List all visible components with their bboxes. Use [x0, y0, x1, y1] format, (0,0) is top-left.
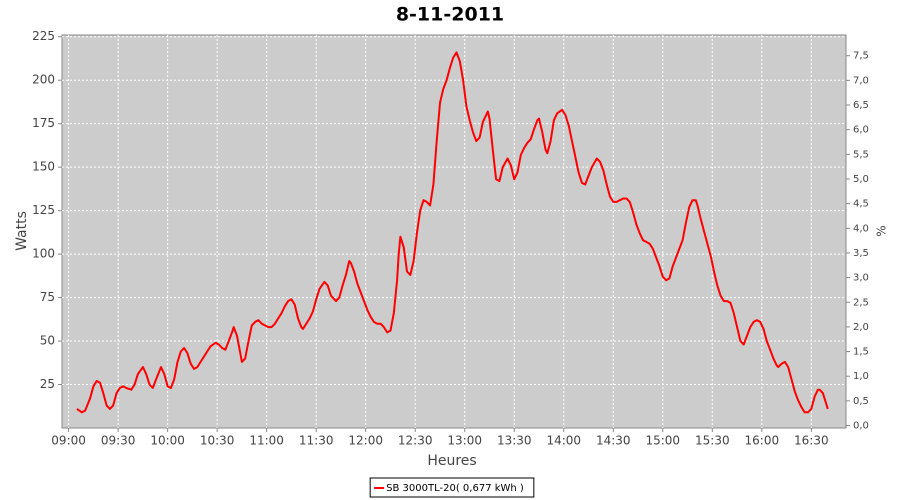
y-tick-label: 200	[32, 73, 55, 87]
x-tick-label: 15:30	[695, 434, 730, 448]
x-tick-label: 09:30	[101, 434, 136, 448]
y-tick-label: 225	[32, 29, 55, 43]
y2-tick-label: 6,5	[853, 100, 869, 111]
x-tick-label: 14:00	[546, 434, 581, 448]
x-tick-label: 16:00	[745, 434, 780, 448]
y2-axis-label: %	[875, 225, 889, 236]
legend-label: SB 3000TL-20( 0,677 kWh )	[386, 483, 524, 494]
x-tick-label: 15:00	[645, 434, 680, 448]
y-axis-label: Watts	[14, 211, 30, 251]
y-tick-label: 150	[32, 160, 55, 174]
y2-tick-label: 0,5	[853, 396, 869, 407]
legend-box	[369, 477, 535, 498]
x-axis-label: Heures	[427, 453, 476, 469]
y2-tick-label: 6,0	[853, 125, 869, 136]
y2-tick-label: 2,0	[853, 322, 869, 333]
y2-tick-label: 2,5	[853, 297, 869, 308]
x-tick-label: 16:30	[794, 434, 829, 448]
y-tick-label: 100	[32, 247, 55, 261]
x-tick-label: 09:00	[51, 434, 86, 448]
x-tick-label: 10:00	[150, 434, 185, 448]
x-tick-label: 10:30	[200, 434, 235, 448]
y2-tick-label: 5,0	[853, 174, 869, 185]
y2-tick-label: 5,5	[853, 149, 869, 160]
y2-tick-label: 4,0	[853, 223, 869, 234]
x-tick-label: 11:00	[249, 434, 284, 448]
data-line	[76, 51, 829, 414]
y-tick-label: 125	[32, 203, 55, 217]
y2-tick-label: 3,0	[853, 273, 869, 284]
y2-tick-label: 3,5	[853, 248, 869, 259]
y2-tick-label: 1,5	[853, 347, 869, 358]
x-tick-label: 13:00	[447, 434, 482, 448]
y-tick-label: 25	[40, 377, 55, 391]
x-tick-label: 13:30	[497, 434, 532, 448]
y-tick-label: 175	[32, 116, 55, 130]
x-tick-label: 14:30	[596, 434, 631, 448]
x-tick-label: 11:30	[299, 434, 334, 448]
x-tick-label: 12:00	[348, 434, 383, 448]
y2-tick-label: 1,0	[853, 371, 869, 382]
y-tick-label: 50	[40, 334, 55, 348]
y2-tick-label: 7,0	[853, 75, 869, 86]
plot-area	[61, 34, 847, 429]
x-tick-label: 12:30	[398, 434, 433, 448]
legend: SB 3000TL-20( 0,677 kWh )	[369, 477, 535, 498]
y2-tick-label: 4,5	[853, 199, 869, 210]
y-tick-label: 75	[40, 290, 55, 304]
chart-title: 8-11-2011	[396, 4, 504, 26]
y2-tick-label: 0,0	[853, 421, 869, 432]
y2-tick-label: 7,5	[853, 51, 869, 62]
